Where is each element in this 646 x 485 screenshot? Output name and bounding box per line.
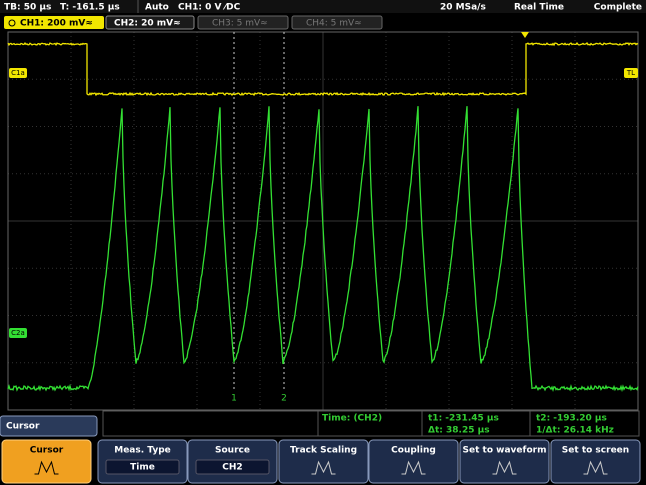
softkey-icon bbox=[34, 460, 59, 475]
softkey-label: Coupling bbox=[391, 446, 436, 456]
ch2-tab[interactable] bbox=[105, 15, 195, 30]
softkey[interactable] bbox=[368, 439, 459, 484]
ch2-label: CH2: 20 mV≈ bbox=[114, 19, 181, 29]
ch4-label: CH4: 5 mV≈ bbox=[306, 19, 362, 29]
delta-t-value: Δt: 38.25 µs bbox=[428, 426, 490, 436]
softkey-label: Track Scaling bbox=[290, 446, 357, 456]
sample-rate: 20 MSa/s bbox=[440, 3, 486, 13]
ch2-marker-label: C2a bbox=[11, 329, 25, 337]
softkey[interactable] bbox=[1, 439, 92, 484]
trigger-level-marker bbox=[624, 68, 638, 78]
t2-value: t2: -193.20 µs bbox=[536, 414, 607, 424]
softkey-value: Time bbox=[130, 463, 155, 473]
trigger-source: CH1: 0 V ⁄DC bbox=[178, 3, 241, 13]
measurement-type: Time: (CH2) bbox=[322, 414, 382, 424]
softkeys: Cursor Meas. Type Time Source CH2 Track Scali… bbox=[1, 439, 641, 484]
acquisition-mode: Real Time bbox=[514, 3, 564, 13]
acquisition-state: Complete bbox=[594, 3, 642, 13]
trigger-position-marker bbox=[521, 32, 529, 38]
status-bar bbox=[0, 0, 646, 13]
softkey[interactable] bbox=[278, 439, 369, 484]
softkey-icon bbox=[492, 460, 517, 475]
trigger-level-label: TL bbox=[626, 69, 635, 77]
ch1-marker bbox=[9, 68, 27, 78]
softkey-icon bbox=[583, 460, 608, 475]
ch1-tab[interactable] bbox=[4, 16, 104, 29]
trigger-mode: Auto bbox=[145, 3, 169, 13]
softkey-value: CH2 bbox=[222, 463, 242, 473]
softkey-value-box bbox=[105, 459, 180, 475]
softkey-label: Set to waveform bbox=[463, 446, 547, 456]
softkey-icon bbox=[311, 460, 336, 475]
ch2-marker bbox=[9, 328, 27, 338]
menu-title: Cursor bbox=[6, 422, 40, 432]
frequency-value: 1/Δt: 26.14 kHz bbox=[536, 426, 614, 436]
softkey-label: Source bbox=[215, 446, 250, 456]
ch1-label: CH1: 200 mV≈ bbox=[20, 19, 93, 29]
trigger-time: T: -161.5 µs bbox=[60, 3, 120, 13]
softkey-value-box bbox=[195, 459, 270, 475]
t1-value: t1: -231.45 µs bbox=[428, 414, 499, 424]
softkey-icon bbox=[401, 460, 426, 475]
measurement-bar bbox=[102, 410, 640, 437]
softkey[interactable] bbox=[550, 439, 641, 484]
softkey-label: Set to screen bbox=[562, 446, 629, 456]
graticule-border bbox=[7, 31, 639, 411]
ch2-waveform bbox=[7, 106, 639, 393]
ch3-tab[interactable] bbox=[197, 15, 289, 30]
softkey-label: Cursor bbox=[30, 446, 64, 456]
cursor-2-label: 2 bbox=[281, 394, 287, 404]
ch1-marker-label: C1a bbox=[11, 69, 25, 77]
ch1-waveform bbox=[7, 42, 639, 97]
ch1-indicator bbox=[8, 19, 16, 27]
cursor-1-label: 1 bbox=[231, 394, 237, 404]
menu-title-box bbox=[0, 415, 98, 437]
ch3-label: CH3: 5 mV≈ bbox=[212, 19, 268, 29]
timebase: TB: 50 µs bbox=[4, 3, 51, 13]
softkey[interactable] bbox=[459, 439, 550, 484]
softkey-label: Meas. Type bbox=[114, 446, 171, 456]
ch4-tab[interactable] bbox=[291, 15, 383, 30]
